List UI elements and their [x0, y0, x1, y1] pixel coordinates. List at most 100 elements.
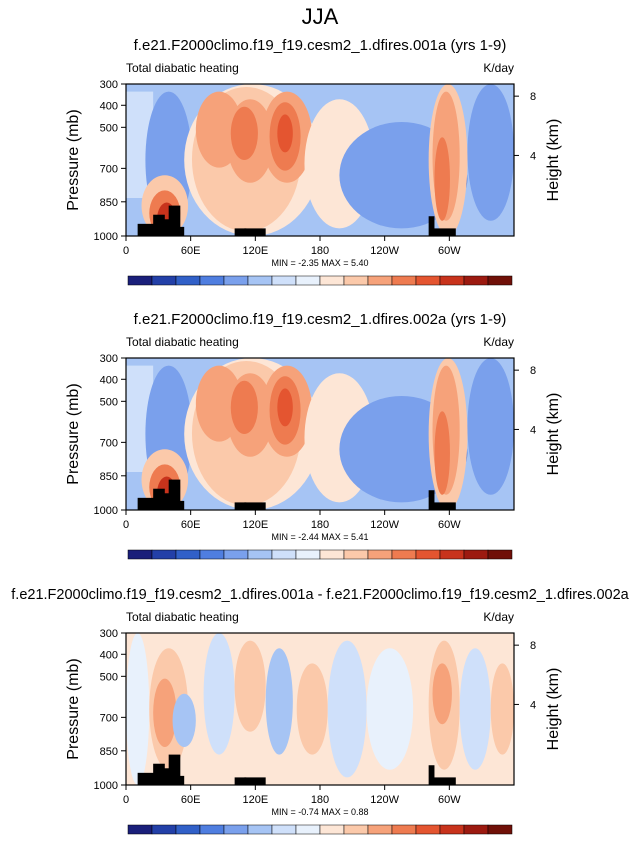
colorbar-swatch-14 [463, 275, 489, 286]
xtick-label-2: 120E [242, 245, 268, 257]
colorbar-swatch-10 [367, 549, 393, 560]
chart-title: f.e21.F2000climo.f19_f19.cesm2_1.dfires.… [11, 587, 629, 603]
colorbar-label-13: 1.5 [457, 839, 471, 840]
topography-bar-2 [160, 219, 173, 236]
heatmap-contour-3 [153, 678, 177, 747]
colorbar-swatch-9 [343, 549, 369, 560]
colorbar-swatch-12 [415, 824, 441, 835]
colorbar-label-8: 0.1 [337, 839, 351, 840]
topography-bar-7 [428, 490, 435, 510]
panel-1: f.e21.F2000climo.f19_f19.cesm2_1.dfires.… [0, 36, 640, 301]
heatmap-contour-17 [467, 358, 514, 495]
colorbar-swatch-3 [199, 549, 225, 560]
topography-bar-3 [168, 479, 181, 510]
topography-bar-0 [137, 223, 158, 236]
colorbar-swatch-8 [319, 549, 345, 560]
colorbar-swatch-6 [271, 275, 297, 286]
ytick-label-300: 300 [100, 79, 118, 91]
heatmap-contour-10 [366, 648, 414, 770]
colorbar-swatch-8 [319, 824, 345, 835]
colorbar-swatch-2 [175, 549, 201, 560]
heatmap-field [126, 633, 514, 785]
ytick-right-label-4: 4 [530, 424, 536, 436]
y-axis-label: Pressure (mb) [65, 109, 82, 210]
y-axis-right-label: Height (km) [545, 668, 562, 751]
ytick-label-700: 700 [100, 163, 118, 175]
colorbar-swatch-5 [247, 275, 273, 286]
heatmap-contour-10 [277, 388, 293, 427]
heatmap-field [126, 358, 514, 510]
min-max-label: MIN = -0.74 MAX = 0.88 [271, 807, 368, 817]
chart-3: f.e21.F2000climo.f19_f19.cesm2_1.dfires.… [11, 587, 629, 850]
heatmap-contour-14 [490, 663, 514, 755]
ytick-right-label-4: 4 [530, 699, 536, 711]
ytick-label-700: 700 [100, 712, 118, 724]
colorbar-swatch-7 [295, 275, 321, 286]
topography-bar-8 [432, 777, 456, 785]
panel-3: f.e21.F2000climo.f19_f19.cesm2_1.dfires.… [0, 585, 640, 850]
colorbar-swatch-4 [223, 549, 249, 560]
xtick-label-3: 180 [311, 794, 329, 806]
colorbar-swatch-6 [271, 824, 297, 835]
ytick-right-label-8: 8 [530, 91, 536, 103]
ytick-label-300: 300 [100, 353, 118, 365]
units-label: K/day [483, 61, 514, 75]
heatmap-contour-17 [467, 84, 514, 221]
topography-bar-4 [178, 775, 185, 785]
heatmap-contour-7 [230, 380, 258, 434]
colorbar-label-2: -1.2 [191, 839, 209, 840]
colorbar-swatch-10 [367, 824, 393, 835]
units-label: K/day [483, 335, 514, 349]
colorbar-label-5: -0.3 [263, 839, 281, 840]
ytick-label-850: 850 [100, 471, 118, 483]
topography-bar-8 [432, 502, 456, 510]
units-label: K/day [483, 610, 514, 624]
field-label: Total diabatic heating [126, 61, 239, 75]
topography-bar-1 [153, 763, 165, 785]
ytick-right-label-4: 4 [530, 150, 536, 162]
colorbar-swatch-1 [151, 824, 177, 835]
colorbar-swatch-4 [223, 824, 249, 835]
topography-bar-7 [428, 765, 435, 785]
topography-bar-4 [178, 500, 185, 510]
topography-bar-0 [137, 772, 158, 785]
colorbar-swatch-6 [271, 549, 297, 560]
panel-2: f.e21.F2000climo.f19_f19.cesm2_1.dfires.… [0, 310, 640, 575]
colorbar-swatch-15 [487, 549, 513, 560]
xtick-label-4: 120W [370, 245, 399, 257]
xtick-label-1: 60E [181, 794, 201, 806]
colorbar-swatch-11 [391, 275, 417, 286]
colorbar-swatch-5 [247, 824, 273, 835]
colorbar-label-9: 0.3 [361, 839, 375, 840]
topography-bar-6 [244, 777, 266, 785]
topography-bar-5 [234, 777, 247, 785]
y-axis-label: Pressure (mb) [65, 658, 82, 759]
heatmap-contour-10 [277, 114, 293, 153]
ytick-label-400: 400 [100, 100, 118, 112]
colorbar-swatch-5 [247, 549, 273, 560]
colorbar-label-0: -1.8 [143, 839, 161, 840]
colorbar-swatch-0 [127, 549, 153, 560]
colorbar-label-12: 1.2 [433, 839, 447, 840]
chart-2: f.e21.F2000climo.f19_f19.cesm2_1.dfires.… [65, 311, 562, 575]
heatmap-contour-9 [327, 640, 367, 778]
topography-bar-2 [160, 493, 173, 510]
ytick-label-1000: 1000 [94, 780, 118, 792]
colorbar-swatch-14 [463, 824, 489, 835]
colorbar-swatch-13 [439, 824, 465, 835]
colorbar-swatch-7 [295, 824, 321, 835]
heatmap-contour-4 [172, 693, 196, 747]
xtick-label-0: 0 [123, 794, 129, 806]
topography-bar-0 [137, 497, 158, 510]
topography-bar-7 [428, 216, 435, 236]
xtick-label-5: 60W [438, 794, 461, 806]
colorbar-swatch-13 [439, 275, 465, 286]
xtick-label-5: 60W [438, 245, 461, 257]
colorbar-swatch-1 [151, 275, 177, 286]
colorbar-swatch-13 [439, 549, 465, 560]
colorbar-swatch-4 [223, 275, 249, 286]
y-axis-right-label: Height (km) [545, 119, 562, 202]
topography-bar-6 [244, 502, 266, 510]
xtick-label-0: 0 [123, 519, 129, 531]
colorbar-label-11: 0.9 [409, 839, 423, 840]
